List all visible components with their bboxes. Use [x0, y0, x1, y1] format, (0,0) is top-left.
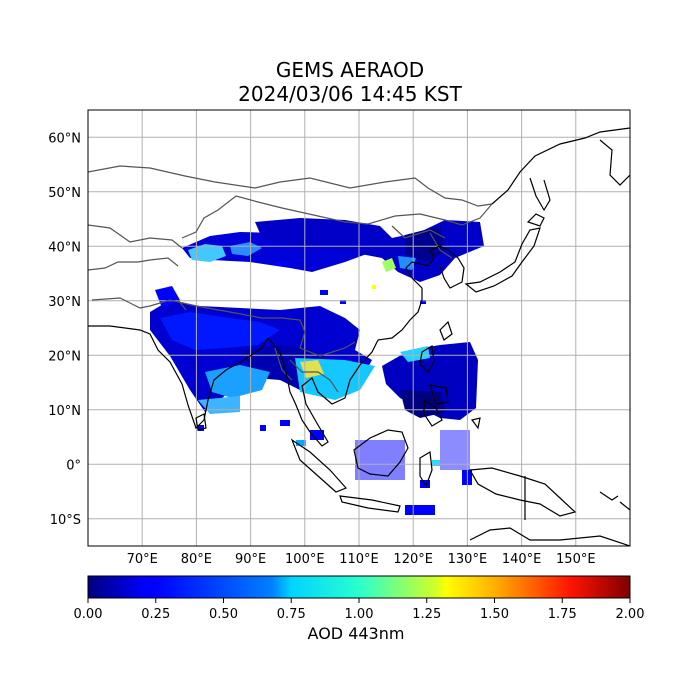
lat-tick-label: 40°N [48, 240, 81, 255]
lat-tick-label: 30°N [48, 295, 81, 310]
lon-tick-label: 120°E [393, 552, 433, 567]
lat-tick-label: 20°N [48, 349, 81, 364]
lon-tick-label: 90°E [235, 552, 266, 567]
colorbar-tick-label: 1.00 [345, 607, 374, 622]
colorbar [87, 575, 631, 599]
map-title: GEMS AERAOD [275, 58, 425, 82]
lon-tick-label: 130°E [448, 552, 488, 567]
colorbar-tick-label: 1.75 [548, 607, 577, 622]
colorbar-tick-label: 0.50 [209, 607, 238, 622]
lon-tick-label: 140°E [502, 552, 542, 567]
lon-tick-label: 70°E [127, 552, 158, 567]
colorbar-tick-label: 2.00 [616, 607, 645, 622]
colorbar-label: AOD 443nm [307, 624, 405, 643]
colorbar-tick-label: 1.50 [480, 607, 509, 622]
lat-tick-label: 10°N [48, 404, 81, 419]
lat-tick-label: 60°N [48, 131, 81, 146]
latitude-labels: 60°N 50°N 40°N 30°N 20°N 10°N 0° 10°S [48, 131, 81, 528]
lat-tick-label: 0° [66, 458, 81, 473]
lon-tick-label: 100°E [285, 552, 325, 567]
colorbar-tick-label: 0.75 [277, 607, 306, 622]
lon-tick-label: 110°E [339, 552, 379, 567]
colorbar-tick-label: 0.00 [74, 607, 103, 622]
lon-tick-label: 150°E [556, 552, 596, 567]
lat-tick-label: 10°S [50, 513, 81, 528]
colorbar-tick-label: 1.25 [412, 607, 441, 622]
map-frame [87, 109, 631, 547]
lon-tick-label: 80°E [181, 552, 212, 567]
colorbar-ticks: 0.00 0.25 0.50 0.75 1.00 1.25 1.50 1.75 2.00 [74, 598, 645, 622]
country-borders [88, 165, 494, 393]
lat-tick-label: 50°N [48, 186, 81, 201]
graticule [88, 110, 630, 546]
coastlines [88, 127, 630, 546]
colorbar-tick-label: 0.25 [141, 607, 170, 622]
longitude-labels: 70°E 80°E 90°E 100°E 110°E 120°E 130°E 140°E 150… [127, 552, 596, 567]
map-timestamp: 2024/03/06 14:45 KST [238, 82, 462, 106]
